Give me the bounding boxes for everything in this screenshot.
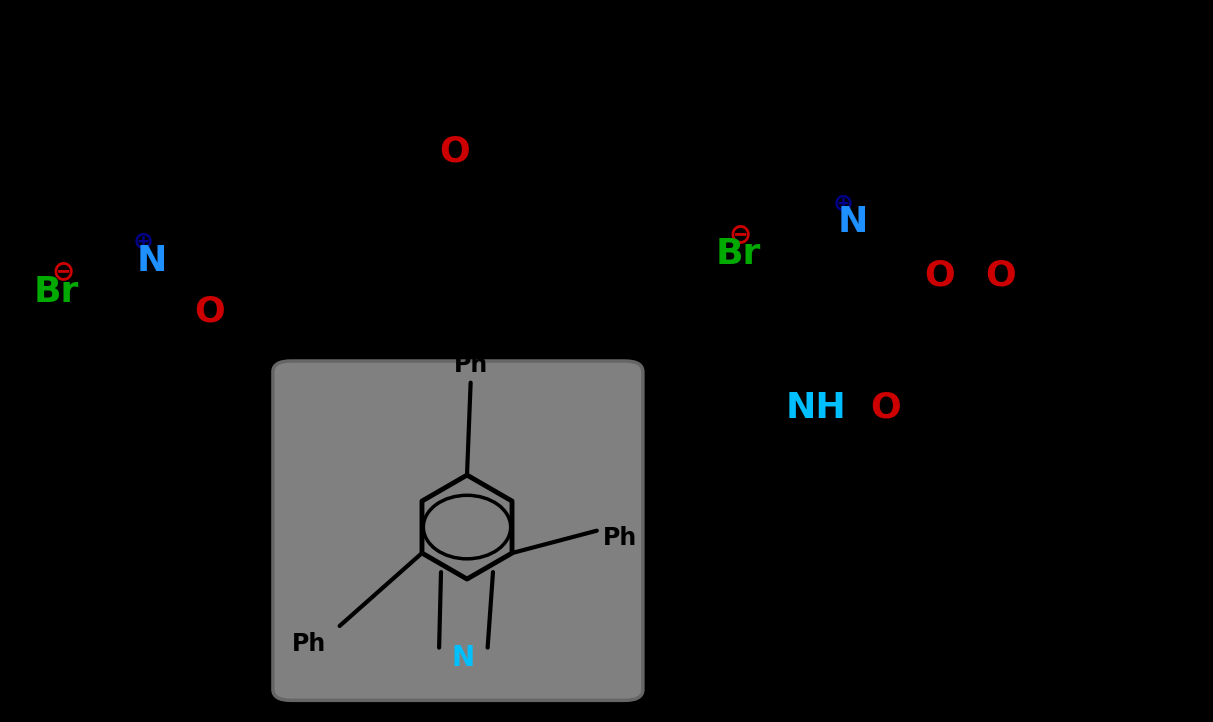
FancyBboxPatch shape (273, 361, 643, 700)
Text: ⊕: ⊕ (832, 191, 854, 216)
Text: N: N (837, 205, 869, 240)
Text: O: O (985, 258, 1016, 293)
Text: ⊖: ⊖ (728, 221, 752, 248)
Text: O: O (870, 391, 901, 425)
Text: Ph: Ph (292, 632, 326, 656)
Text: NH: NH (786, 391, 847, 425)
Text: Br: Br (34, 275, 79, 310)
Text: O: O (439, 134, 471, 169)
Text: Ph: Ph (454, 352, 488, 377)
Text: O: O (924, 258, 956, 293)
Text: ⊖: ⊖ (51, 257, 75, 284)
Text: Ph: Ph (603, 526, 637, 550)
Text: N: N (136, 244, 167, 279)
Text: O: O (194, 295, 226, 329)
Text: ⊕: ⊕ (132, 230, 154, 254)
Text: Br: Br (716, 237, 761, 271)
Text: N: N (451, 645, 475, 672)
